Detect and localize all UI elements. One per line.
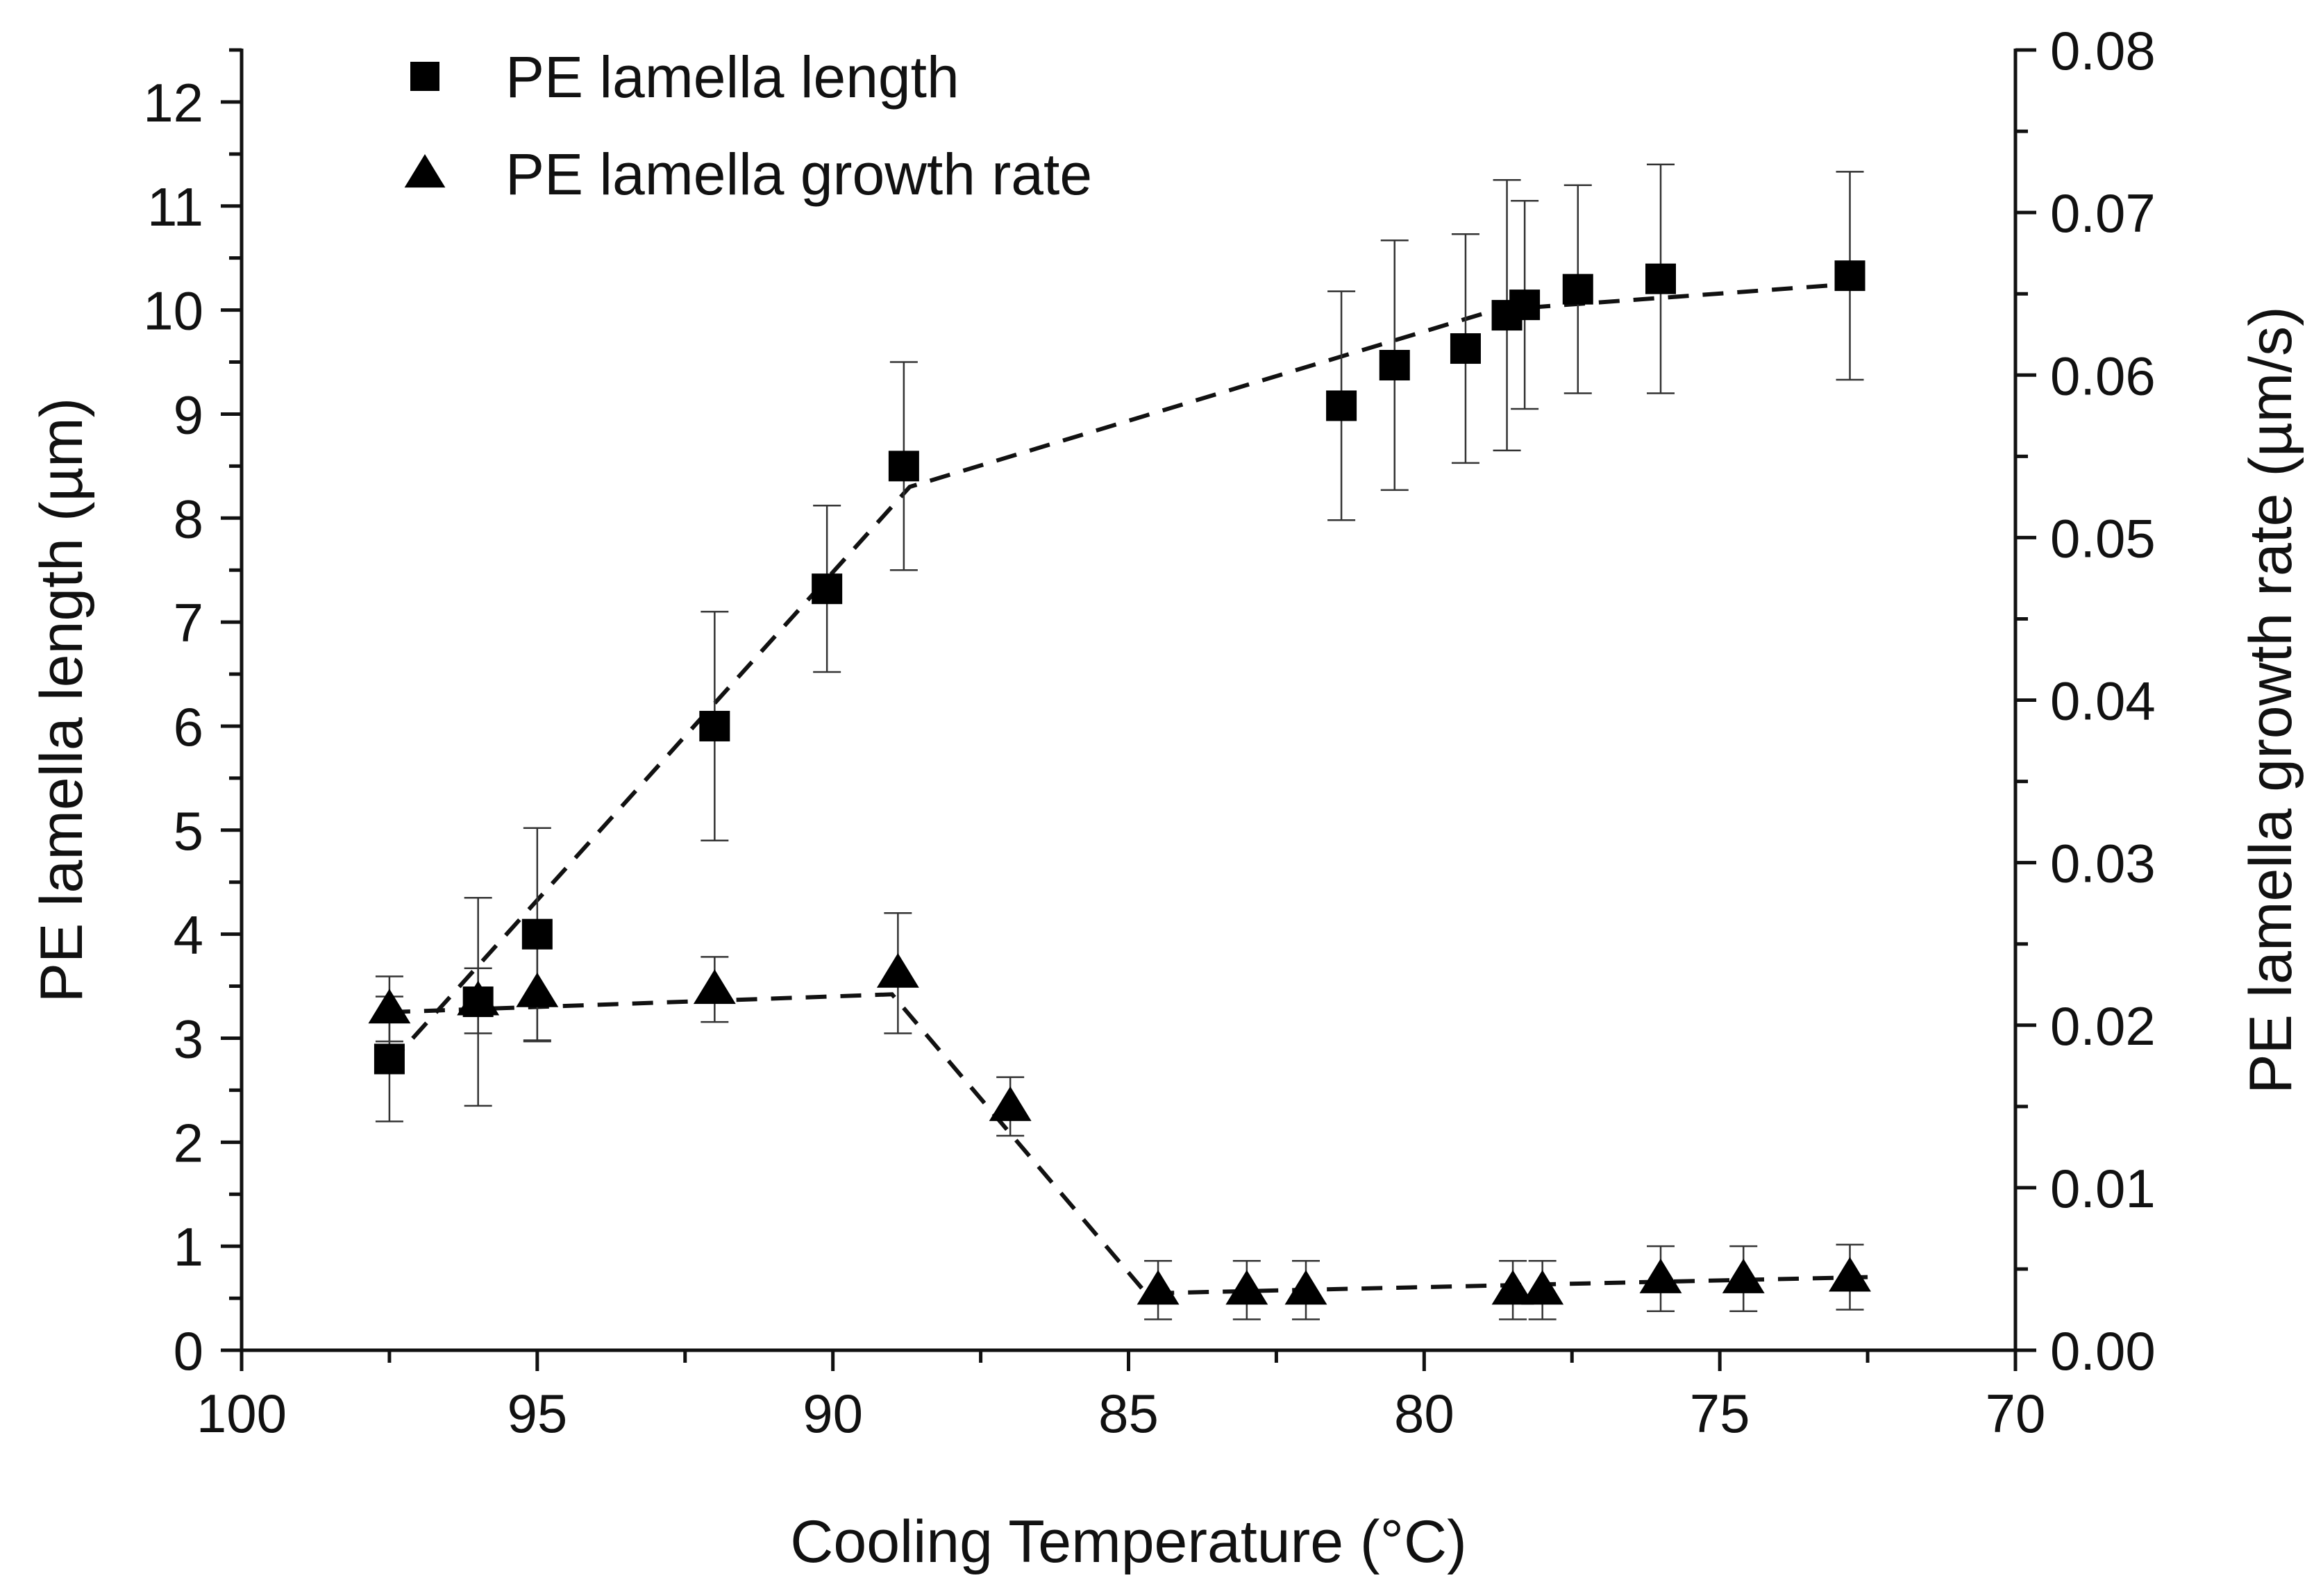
y-tick-label: 4 bbox=[174, 905, 203, 966]
marker-length bbox=[1509, 289, 1541, 321]
marker-length bbox=[1645, 263, 1676, 294]
x-tick-label: 80 bbox=[1394, 1383, 1454, 1444]
y-tick-label: 6 bbox=[174, 696, 203, 757]
marker-length bbox=[374, 1043, 405, 1075]
y-tick-label: 7 bbox=[174, 592, 203, 653]
y-tick-label: 5 bbox=[174, 800, 203, 862]
legend-label: PE lamella growth rate bbox=[505, 142, 1092, 207]
marker-length bbox=[1834, 260, 1865, 292]
y-axis-title: PE lamella length (µm) bbox=[28, 398, 95, 1003]
y-tick-label: 2 bbox=[174, 1112, 203, 1173]
marker-growth-rate bbox=[876, 952, 919, 988]
marker-growth-rate bbox=[989, 1086, 1032, 1121]
y-tick-label: 11 bbox=[147, 176, 203, 237]
y2-tick-label: 0.07 bbox=[2050, 183, 2156, 244]
y2-tick-label: 0.04 bbox=[2050, 671, 2156, 732]
x-tick-label: 85 bbox=[1098, 1383, 1159, 1444]
y-tick-label: 1 bbox=[174, 1216, 203, 1277]
y2-tick-label: 0.06 bbox=[2050, 345, 2156, 406]
marker-length bbox=[888, 451, 919, 482]
marker-growth-rate bbox=[1284, 1270, 1327, 1305]
y2-tick-label: 0.03 bbox=[2050, 833, 2156, 894]
x-axis-title: Cooling Temperature (°C) bbox=[790, 1509, 1466, 1575]
marker-length bbox=[1562, 274, 1593, 305]
y-tick-label: 9 bbox=[174, 384, 203, 445]
marker-length bbox=[812, 573, 843, 605]
marker-growth-rate bbox=[1829, 1257, 1871, 1292]
legend: PE lamella length PE lamella growth rate bbox=[404, 44, 1092, 207]
trend-line-growth-rate bbox=[389, 992, 1868, 1296]
error-bars bbox=[375, 163, 1864, 1320]
marker-growth-rate bbox=[1639, 1258, 1682, 1293]
axes: 100 95 90 85 80 75 7001234567891011120.000.010… bbox=[28, 20, 2304, 1575]
x-tick-label: 90 bbox=[803, 1383, 863, 1444]
marker-length bbox=[1450, 333, 1481, 364]
marker-length bbox=[1326, 390, 1357, 421]
y-tick-label: 0 bbox=[174, 1320, 203, 1381]
legend-marker-triangle bbox=[404, 154, 446, 188]
x-tick-label: 95 bbox=[507, 1383, 567, 1444]
y-tick-label: 10 bbox=[143, 280, 203, 342]
trend-lines bbox=[387, 282, 1868, 1296]
legend-marker-square bbox=[410, 62, 439, 91]
marker-growth-rate bbox=[693, 969, 736, 1005]
marker-length bbox=[699, 710, 730, 741]
y2-tick-label: 0.02 bbox=[2050, 996, 2156, 1057]
marker-growth-rate bbox=[1137, 1270, 1180, 1305]
marker-growth-rate bbox=[1521, 1270, 1564, 1305]
y-tick-label: 12 bbox=[143, 72, 203, 133]
y2-tick-label: 0.05 bbox=[2050, 507, 2156, 569]
trend-line-length bbox=[387, 282, 1850, 1066]
y2-tick-label: 0.01 bbox=[2050, 1158, 2156, 1219]
marker-growth-rate bbox=[516, 972, 559, 1007]
legend-label: PE lamella length bbox=[505, 44, 959, 110]
y2-tick-label: 0.08 bbox=[2050, 20, 2156, 81]
marker-growth-rate bbox=[1722, 1258, 1765, 1293]
marker-growth-rate bbox=[1225, 1270, 1268, 1305]
y-tick-label: 3 bbox=[174, 1008, 203, 1069]
marker-growth-rate bbox=[1491, 1270, 1534, 1305]
marker-length bbox=[1379, 350, 1410, 381]
x-tick-label: 70 bbox=[1986, 1383, 2046, 1444]
marker-growth-rate bbox=[457, 980, 500, 1016]
y2-tick-label: 0.00 bbox=[2050, 1320, 2156, 1381]
y2-axis-title: PE lamella growth rate (µm/s) bbox=[2238, 306, 2304, 1093]
x-tick-label: 100 bbox=[196, 1383, 287, 1444]
y-tick-label: 8 bbox=[174, 488, 203, 549]
x-tick-label: 75 bbox=[1690, 1383, 1750, 1444]
marker-growth-rate bbox=[368, 989, 411, 1024]
data-markers bbox=[368, 260, 1871, 1305]
marker-length bbox=[521, 918, 553, 950]
